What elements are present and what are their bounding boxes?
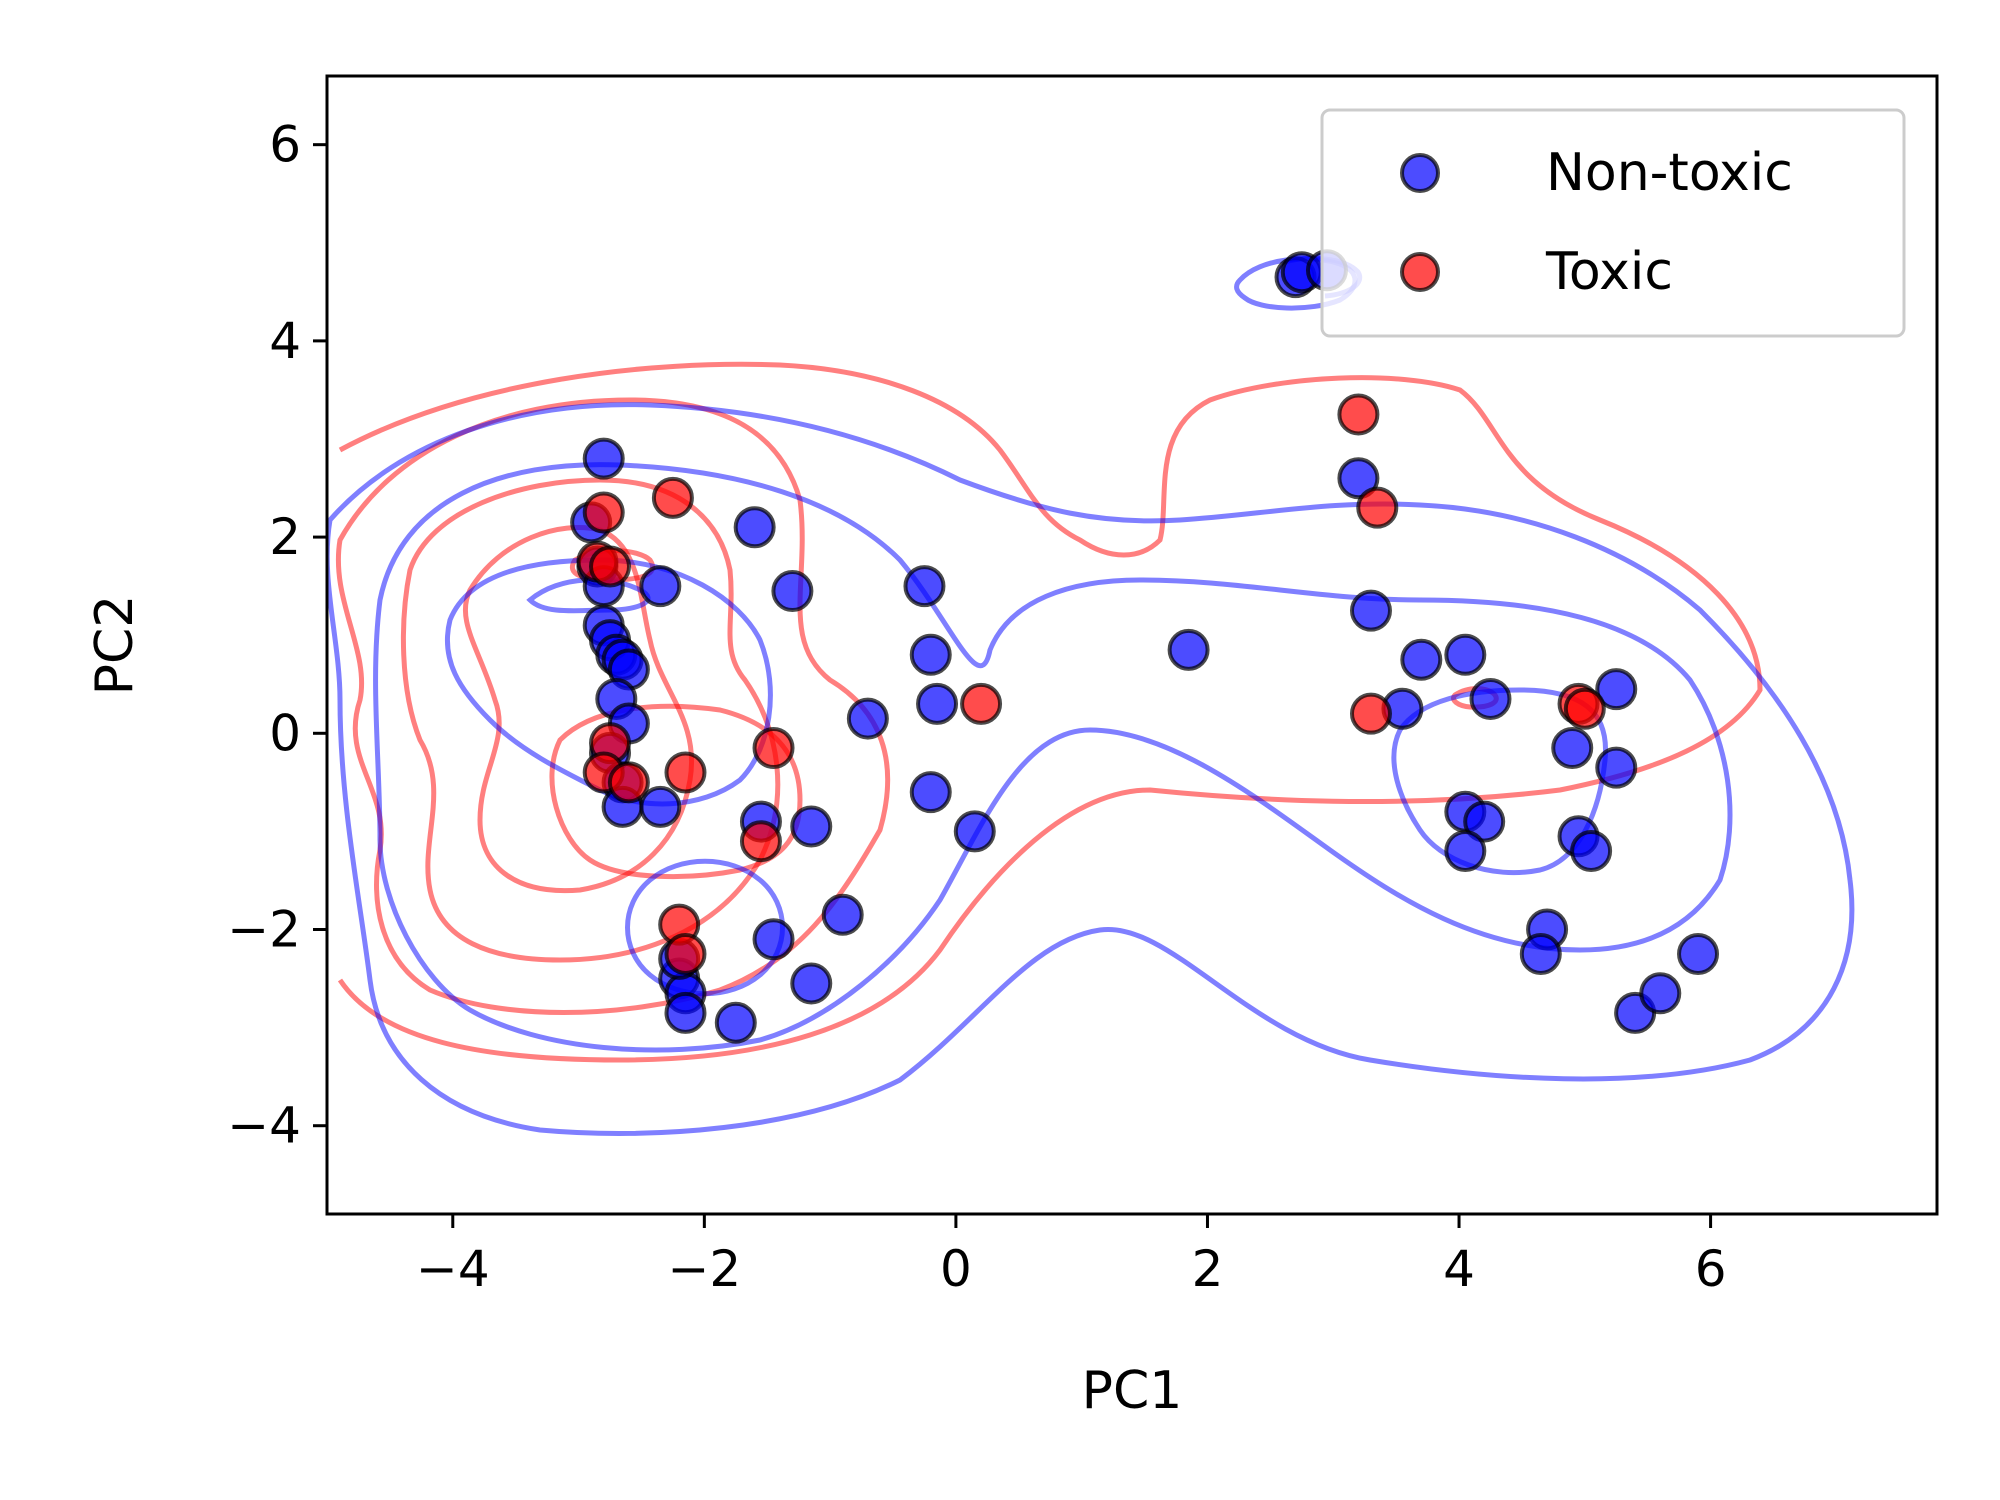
nontoxic-contour-outer (327, 402, 1855, 1136)
data-point-nontoxic (1570, 830, 1613, 873)
data-point-toxic (752, 727, 795, 770)
y-tick-label: 6 (269, 116, 301, 174)
data-point-nontoxic (582, 437, 625, 480)
data-point-nontoxic (1337, 457, 1380, 500)
data-point-toxic (1337, 393, 1380, 436)
data-point-nontoxic (1551, 727, 1594, 770)
data-point-nontoxic (916, 682, 959, 725)
data-point-nontoxic (953, 810, 996, 853)
data-point-nontoxic (909, 633, 952, 676)
data-point-nontoxic (639, 785, 682, 828)
y-tick-label: 2 (269, 508, 301, 566)
data-point-toxic (739, 820, 782, 863)
x-tick-label: −4 (416, 1240, 490, 1298)
legend: Non-toxic Toxic (1320, 108, 1906, 338)
data-point-nontoxic (909, 771, 952, 814)
nontoxic-contour-5 (625, 858, 785, 997)
data-point-nontoxic (1444, 633, 1487, 676)
data-point-toxic (1349, 692, 1392, 735)
data-point-nontoxic (846, 697, 889, 740)
x-tick-label: 6 (1695, 1240, 1727, 1298)
data-point-nontoxic (1595, 668, 1638, 711)
data-point-toxic (589, 545, 632, 588)
x-tick-label: 2 (1192, 1240, 1224, 1298)
y-axis-label: PC2 (85, 595, 145, 696)
x-tick-label: −2 (667, 1240, 741, 1298)
data-point-nontoxic (1400, 638, 1443, 681)
data-points (570, 249, 1720, 1044)
y-tick-label: −4 (227, 1097, 301, 1155)
data-point-nontoxic (639, 565, 682, 608)
y-tick-label: 0 (269, 704, 301, 762)
data-point-toxic (960, 682, 1003, 725)
data-point-nontoxic (1444, 830, 1487, 873)
toxic-contour-4 (462, 525, 694, 894)
data-point-nontoxic (733, 506, 776, 549)
nontoxic-contour-2 (373, 462, 1733, 1053)
data-point-nontoxic (1595, 746, 1638, 789)
data-point-toxic (582, 491, 625, 534)
legend-label-nontoxic: Non-toxic (1546, 143, 1793, 203)
toxic-contour-6 (549, 703, 803, 880)
y-tick-label: 4 (269, 312, 301, 370)
x-tick-label: 4 (1443, 1240, 1475, 1298)
x-axis-label: PC1 (1082, 1361, 1183, 1421)
data-point-nontoxic (1469, 677, 1512, 720)
plot-frame (325, 74, 1939, 1216)
data-point-toxic (1356, 486, 1399, 529)
legend-box (1320, 108, 1906, 338)
data-point-nontoxic (790, 805, 833, 848)
data-point-nontoxic (1349, 589, 1392, 632)
data-point-toxic (1563, 687, 1606, 730)
toxic-contour-outer (337, 361, 1763, 1063)
legend-marker-nontoxic (1400, 153, 1440, 193)
data-point-nontoxic (821, 893, 864, 936)
data-point-nontoxic (752, 918, 795, 961)
legend-label-toxic: Toxic (1545, 242, 1673, 302)
data-point-nontoxic (903, 565, 946, 608)
data-point-nontoxic (664, 991, 707, 1034)
data-point-toxic (607, 761, 650, 804)
data-point-nontoxic (1167, 628, 1210, 671)
x-tick-label: 0 (940, 1240, 972, 1298)
axis-ticks: −4 −2 0 2 4 6 −4 −2 0 2 4 6 (227, 116, 1726, 1298)
data-point-nontoxic (1677, 933, 1720, 976)
y-tick-label: −2 (227, 901, 301, 959)
data-point-toxic (664, 933, 707, 976)
data-point-nontoxic (790, 962, 833, 1005)
data-point-nontoxic (771, 570, 814, 613)
data-point-nontoxic (714, 1001, 757, 1044)
data-point-toxic (664, 751, 707, 794)
data-point-nontoxic (1463, 800, 1506, 843)
data-point-nontoxic (1519, 933, 1562, 976)
data-point-nontoxic (1639, 972, 1682, 1015)
legend-marker-toxic (1400, 252, 1440, 292)
data-point-toxic (651, 476, 694, 519)
